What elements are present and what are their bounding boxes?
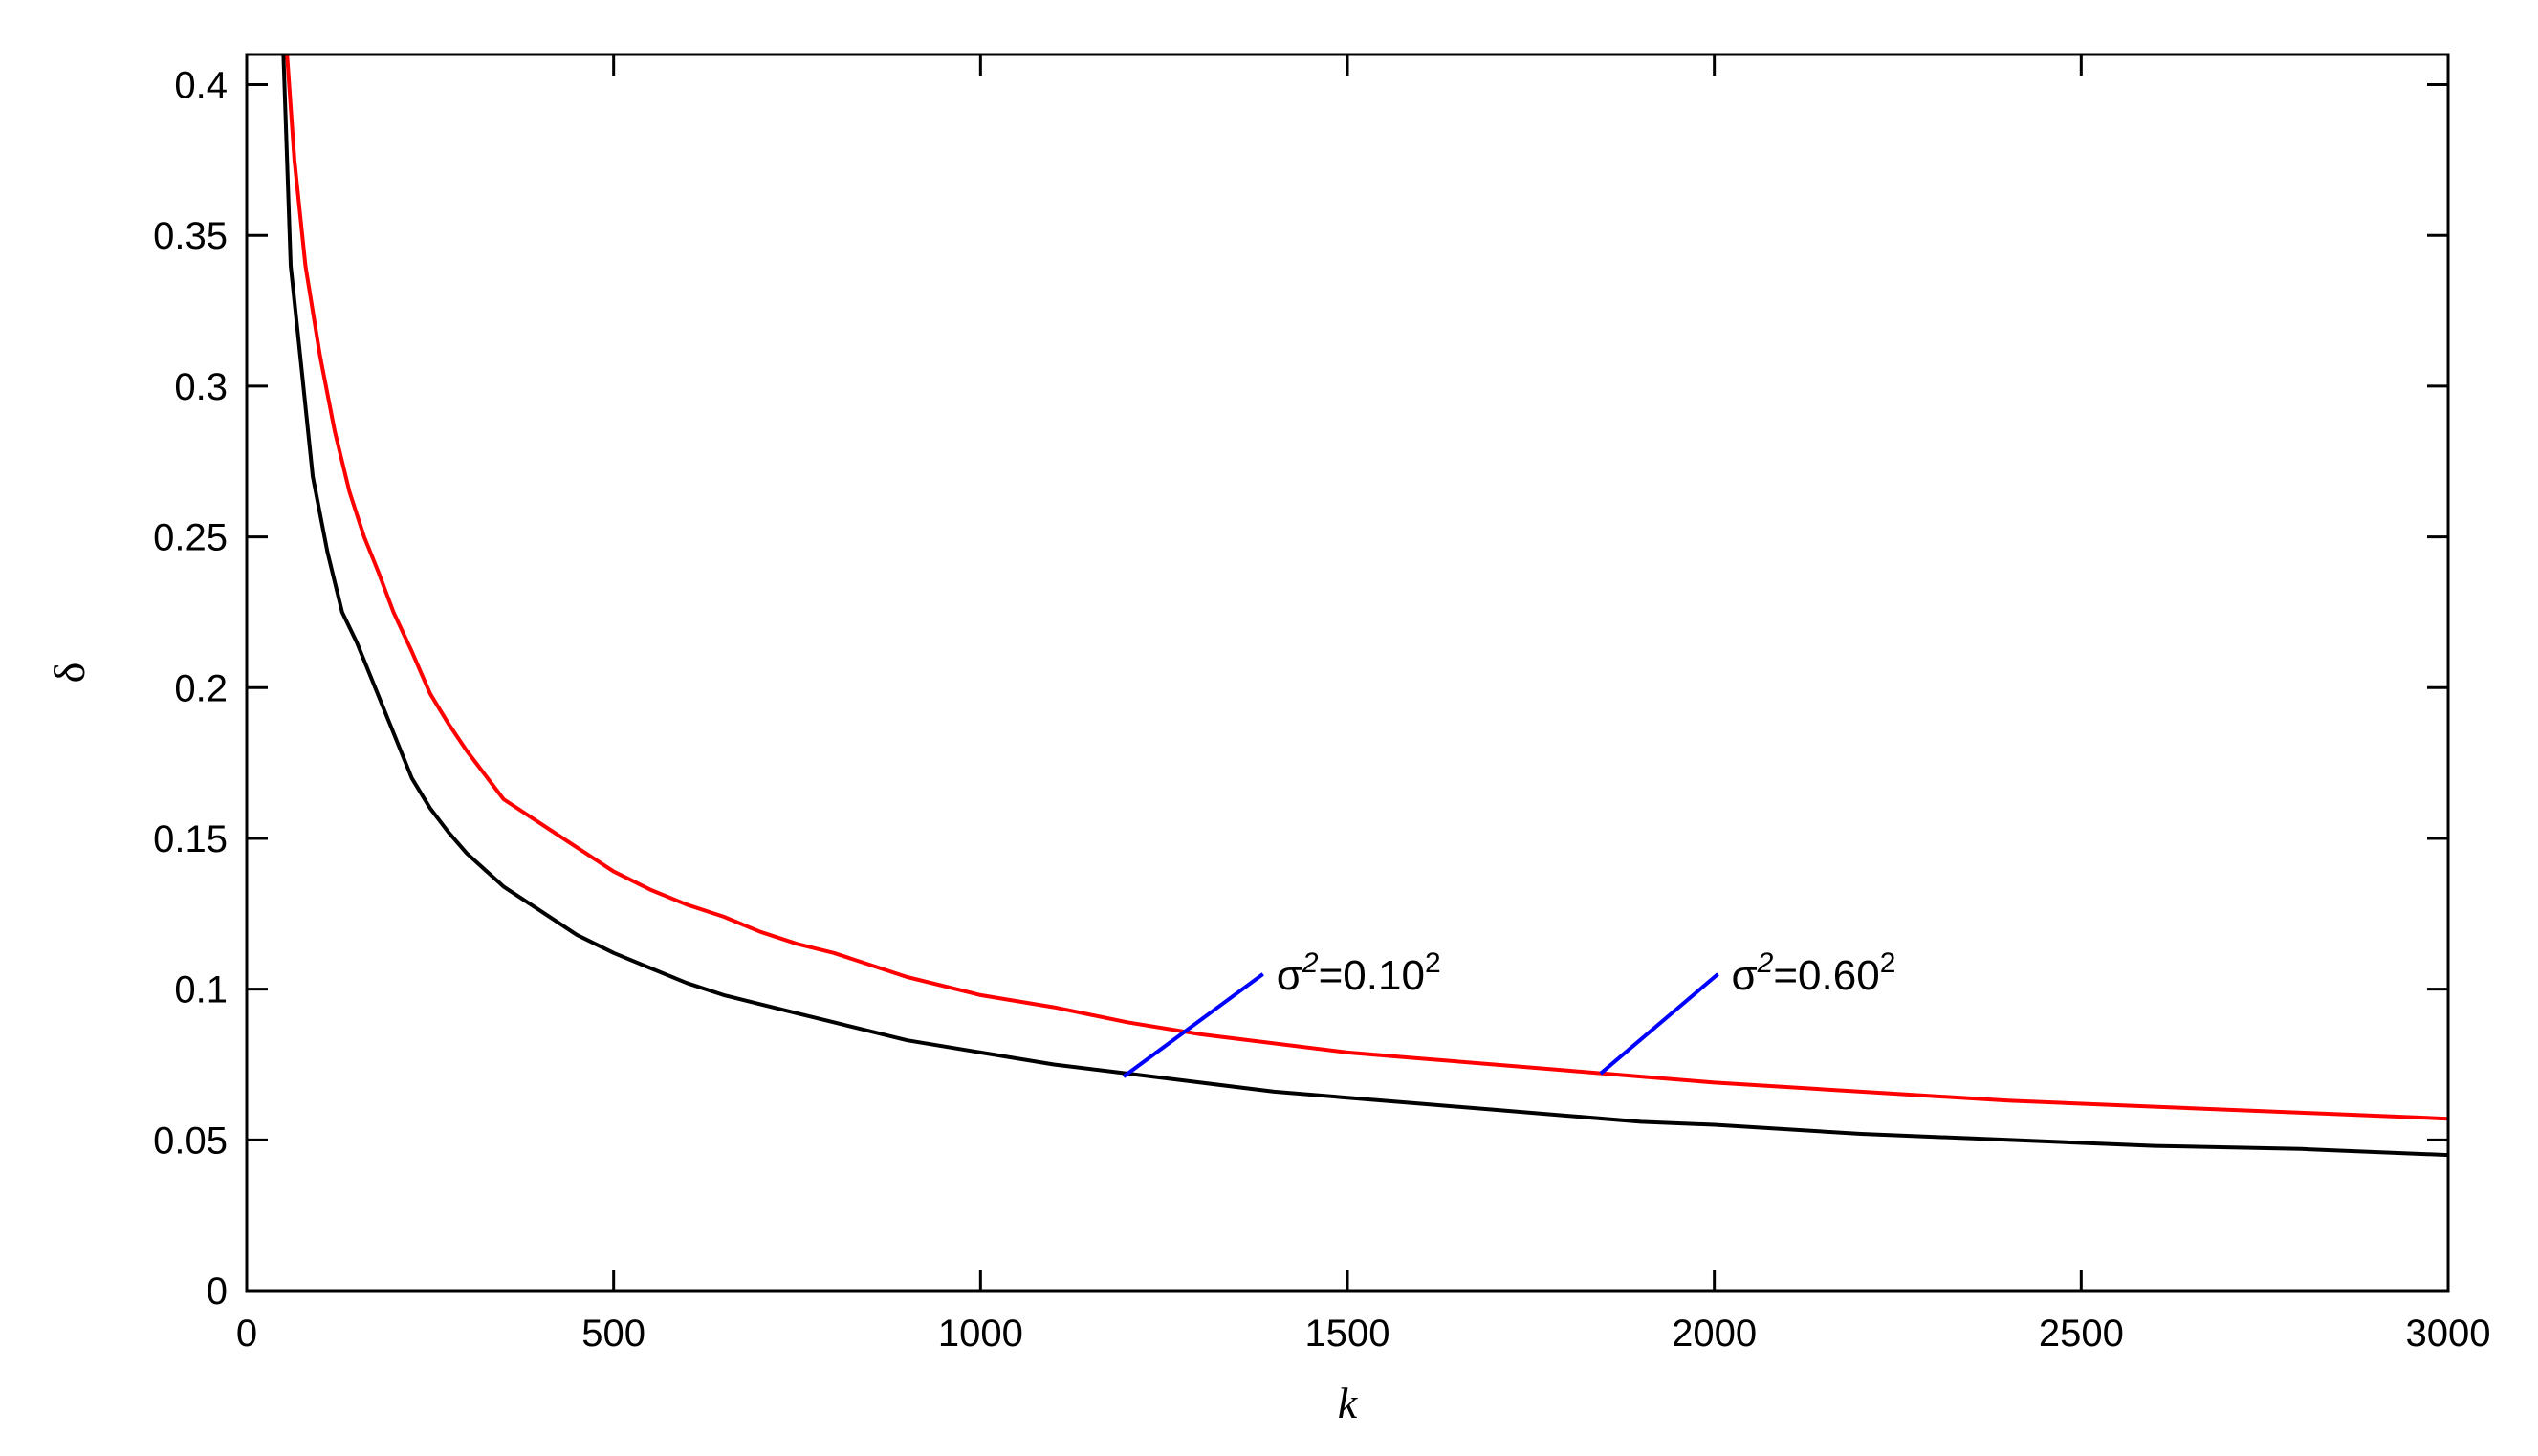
y-tick-label: 0 xyxy=(207,1271,228,1313)
y-tick-label: 0.2 xyxy=(174,667,228,709)
x-tick-label: 1500 xyxy=(1305,1313,1390,1355)
y-tick-label: 0.25 xyxy=(153,517,228,559)
y-axis-label: δ xyxy=(45,663,94,684)
y-tick-label: 0.35 xyxy=(153,215,228,257)
series-group xyxy=(281,54,2448,1158)
y-tick-label: 0.05 xyxy=(153,1119,228,1162)
annotation-group: σ2=0.102 σ2=0.602 xyxy=(1122,947,1896,1078)
x-tick-label: 2000 xyxy=(1672,1313,1757,1355)
y-tick-label: 0.15 xyxy=(153,818,228,860)
series-line-2 xyxy=(285,54,2448,1121)
annotation-leader-1 xyxy=(1122,972,1264,1078)
y-tick-label: 0.3 xyxy=(174,366,228,408)
annotation-label-1: σ2=0.102 xyxy=(1277,947,1441,999)
x-axis-label: k xyxy=(1338,1379,1359,1427)
x-tick-label: 500 xyxy=(581,1313,645,1355)
annotation-leader-2 xyxy=(1599,972,1719,1076)
y-tick-label: 0.1 xyxy=(174,969,228,1011)
series-line-1 xyxy=(281,54,2448,1158)
y-tick-label: 0.4 xyxy=(174,65,228,107)
x-tick-label: 3000 xyxy=(2406,1313,2491,1355)
axes-group: 0 500 1000 1500 2000 2500 3000 0 0.05 0.1 0.15 0.2 0… xyxy=(45,53,2491,1427)
x-tick-label: 2500 xyxy=(2039,1313,2124,1355)
x-tick-label: 0 xyxy=(236,1313,257,1355)
x-tick-label: 1000 xyxy=(938,1313,1023,1355)
annotation-label-2: σ2=0.602 xyxy=(1732,947,1896,999)
